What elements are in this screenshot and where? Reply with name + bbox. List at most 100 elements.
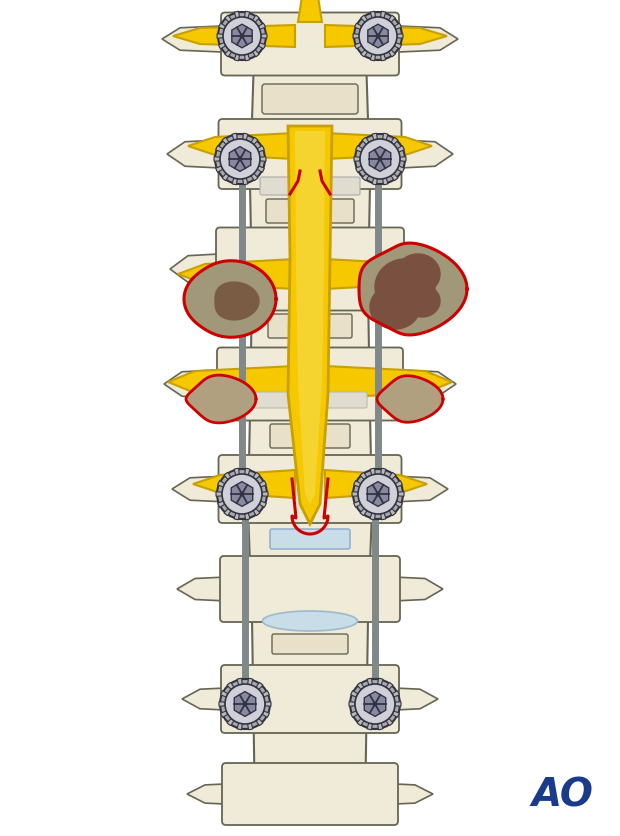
Polygon shape — [372, 134, 378, 140]
Polygon shape — [216, 146, 223, 153]
Polygon shape — [367, 679, 373, 686]
Polygon shape — [232, 25, 252, 48]
Polygon shape — [325, 134, 432, 160]
Circle shape — [239, 492, 244, 497]
Polygon shape — [221, 711, 228, 717]
Circle shape — [373, 701, 378, 706]
Polygon shape — [232, 134, 237, 140]
Text: AO: AO — [531, 776, 593, 814]
Polygon shape — [383, 179, 388, 186]
Polygon shape — [362, 138, 369, 145]
Polygon shape — [182, 686, 290, 713]
Polygon shape — [260, 157, 266, 162]
Polygon shape — [325, 260, 442, 289]
Polygon shape — [237, 679, 242, 686]
FancyBboxPatch shape — [268, 314, 352, 339]
Polygon shape — [370, 286, 420, 329]
Polygon shape — [237, 723, 242, 730]
Polygon shape — [164, 367, 290, 402]
Polygon shape — [370, 469, 375, 476]
Polygon shape — [224, 16, 231, 23]
Polygon shape — [227, 719, 234, 726]
Polygon shape — [170, 251, 290, 288]
Polygon shape — [370, 55, 376, 62]
Circle shape — [360, 140, 400, 180]
Polygon shape — [391, 174, 398, 181]
FancyBboxPatch shape — [253, 393, 297, 409]
Polygon shape — [353, 502, 361, 507]
Polygon shape — [222, 138, 229, 145]
Polygon shape — [370, 513, 375, 520]
Polygon shape — [355, 24, 361, 30]
Polygon shape — [167, 137, 290, 172]
FancyBboxPatch shape — [221, 13, 399, 76]
FancyBboxPatch shape — [221, 665, 399, 733]
Polygon shape — [392, 691, 399, 697]
Polygon shape — [349, 702, 355, 706]
Polygon shape — [367, 482, 389, 507]
Polygon shape — [244, 13, 250, 19]
Polygon shape — [259, 502, 267, 507]
FancyBboxPatch shape — [270, 529, 350, 549]
Polygon shape — [330, 473, 448, 506]
Circle shape — [355, 135, 405, 185]
Polygon shape — [389, 16, 396, 23]
Polygon shape — [355, 43, 361, 50]
Polygon shape — [395, 502, 402, 507]
Polygon shape — [248, 25, 372, 814]
FancyBboxPatch shape — [260, 178, 299, 196]
Polygon shape — [253, 472, 260, 480]
Circle shape — [223, 18, 261, 56]
Polygon shape — [242, 134, 248, 140]
Polygon shape — [362, 174, 369, 181]
Polygon shape — [252, 51, 259, 58]
Polygon shape — [353, 481, 361, 487]
Polygon shape — [252, 16, 259, 23]
Polygon shape — [224, 509, 231, 516]
Polygon shape — [265, 702, 271, 706]
Polygon shape — [244, 55, 250, 62]
Circle shape — [376, 492, 381, 497]
Polygon shape — [389, 51, 396, 58]
Polygon shape — [330, 251, 450, 288]
Polygon shape — [353, 35, 359, 39]
Polygon shape — [370, 13, 376, 19]
Circle shape — [222, 475, 262, 514]
Polygon shape — [352, 492, 358, 497]
Circle shape — [353, 470, 403, 519]
Polygon shape — [392, 711, 399, 717]
Polygon shape — [367, 723, 373, 730]
Polygon shape — [216, 167, 223, 173]
Polygon shape — [234, 13, 239, 19]
Polygon shape — [259, 481, 267, 487]
Polygon shape — [257, 146, 264, 153]
Polygon shape — [394, 43, 401, 50]
Polygon shape — [232, 179, 237, 186]
FancyBboxPatch shape — [218, 456, 402, 523]
Polygon shape — [242, 179, 248, 186]
FancyBboxPatch shape — [220, 556, 400, 622]
Circle shape — [218, 13, 266, 61]
Polygon shape — [325, 366, 452, 399]
FancyBboxPatch shape — [216, 228, 404, 311]
Polygon shape — [262, 711, 269, 717]
FancyBboxPatch shape — [266, 200, 354, 224]
Polygon shape — [389, 509, 396, 516]
Polygon shape — [398, 492, 404, 497]
Polygon shape — [221, 691, 228, 697]
Polygon shape — [234, 55, 239, 62]
Polygon shape — [295, 132, 325, 504]
Polygon shape — [187, 781, 290, 807]
Polygon shape — [397, 167, 404, 173]
FancyBboxPatch shape — [323, 393, 367, 409]
Polygon shape — [218, 502, 225, 507]
Polygon shape — [360, 509, 367, 516]
Polygon shape — [219, 702, 225, 706]
FancyBboxPatch shape — [222, 763, 398, 825]
Polygon shape — [354, 157, 360, 162]
Polygon shape — [256, 719, 263, 726]
Polygon shape — [224, 51, 231, 58]
Polygon shape — [227, 682, 234, 690]
Polygon shape — [214, 157, 220, 162]
Polygon shape — [404, 286, 440, 318]
